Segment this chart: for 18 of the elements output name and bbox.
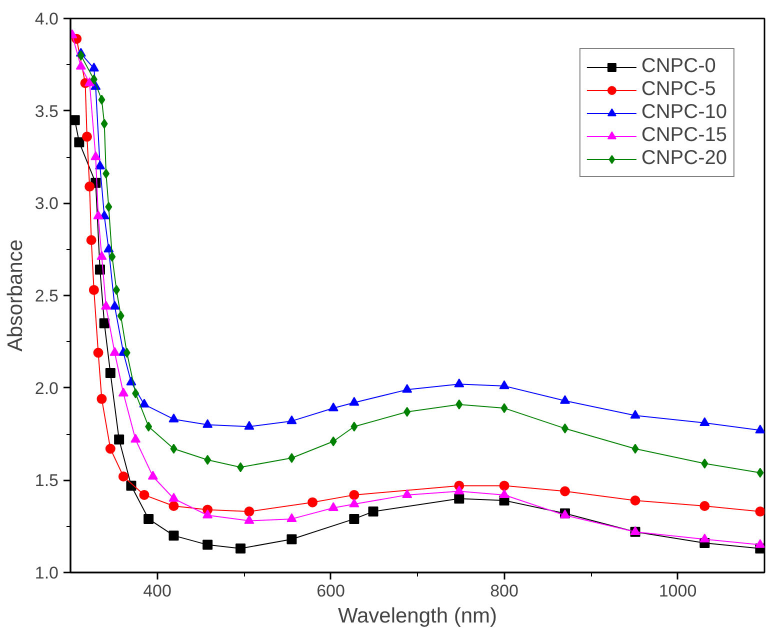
legend-label: CNPC-10	[641, 101, 727, 124]
x-tick-label: 400	[143, 582, 172, 600]
x-axis-title: Wavelength (nm)	[338, 604, 498, 628]
y-tick-label: 3.5	[34, 102, 59, 121]
x-tick-label: 1000	[658, 582, 697, 600]
legend-label: CNPC-0	[641, 55, 716, 78]
legend-label: CNPC-20	[641, 147, 727, 170]
y-tick-label: 1.5	[34, 471, 59, 490]
legend-label: CNPC-5	[641, 78, 716, 101]
y-tick-label: 2.5	[34, 286, 59, 306]
x-tick-label: 800	[490, 582, 518, 600]
y-tick-label: 3.0	[34, 194, 59, 214]
y-tick-label: 1.0	[34, 564, 59, 582]
y-axis-title: Absorbance	[4, 239, 27, 352]
legend-label: CNPC-15	[641, 124, 727, 147]
y-tick-label: 2.0	[34, 378, 59, 398]
x-tick-label: 600	[316, 582, 345, 600]
y-tick-label: 4.0	[34, 10, 59, 28]
